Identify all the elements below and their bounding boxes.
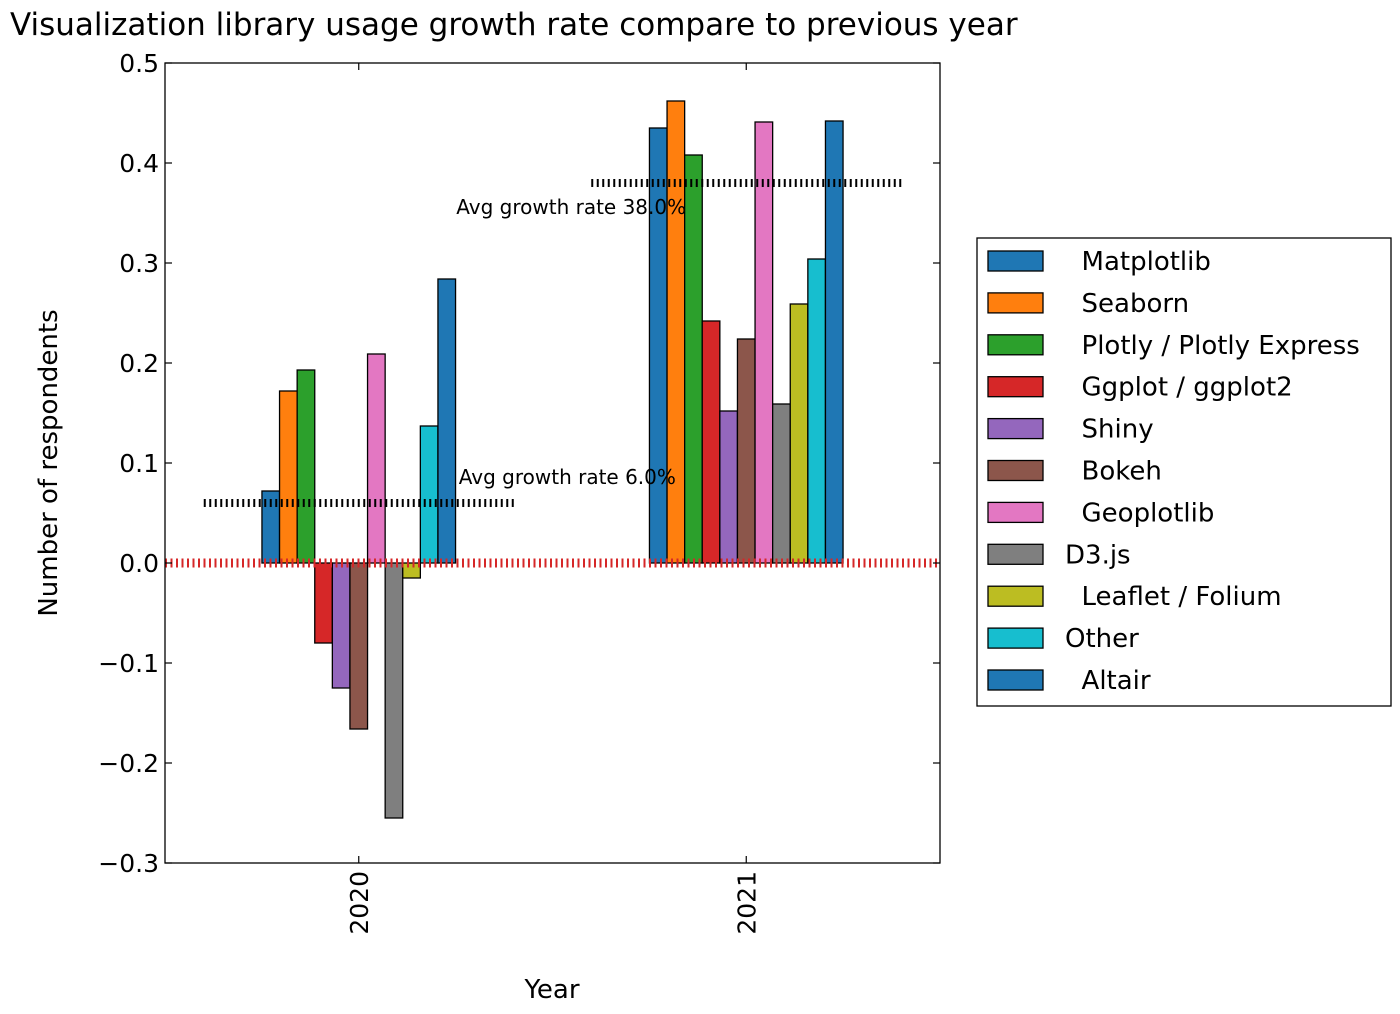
bar-altair-2021 — [824, 120, 844, 564]
bar-ggplot-ggplot2-2021 — [701, 320, 721, 564]
legend: Matplotlib Seaborn Plotly / Plotly Expre… — [976, 237, 1392, 707]
y-axis-label: Number of respondents — [34, 309, 64, 616]
legend-label-plotly-plotly-express: Plotly / Plotly Express — [1065, 331, 1360, 361]
x-axis-label: Year — [523, 975, 579, 1005]
bar-plotly-plotly-express-2021 — [684, 154, 703, 564]
y-tick-label: 0.4 — [119, 149, 159, 178]
bar-altair-2020 — [437, 278, 457, 564]
bar-d3-js-2021 — [772, 403, 791, 564]
bar-other-2021 — [807, 258, 827, 564]
legend-swatch-d3-js — [987, 543, 1044, 565]
chart-title: Visualization library usage growth rate … — [10, 7, 1018, 43]
bar-bokeh-2021 — [736, 338, 756, 564]
y-tick-label: −0.2 — [98, 749, 159, 778]
legend-label-leaflet-folium: Leaflet / Folium — [1065, 582, 1282, 612]
y-tick-label: 0.2 — [119, 349, 159, 378]
legend-label-matplotlib: Matplotlib — [1065, 247, 1211, 277]
bar-matplotlib-2021 — [648, 127, 668, 564]
bar-geoplotlib-2021 — [754, 121, 774, 564]
legend-swatch-ggplot-ggplot2 — [987, 376, 1044, 398]
legend-label-seaborn: Seaborn — [1065, 289, 1189, 319]
avg-label-2020: Avg growth rate 6.0% — [459, 465, 676, 489]
bar-seaborn-2021 — [666, 100, 686, 564]
bar-bokeh-2020 — [349, 562, 369, 730]
bar-d3-js-2020 — [384, 562, 404, 819]
legend-box — [976, 237, 1392, 707]
y-tick-label: −0.1 — [98, 649, 159, 678]
bar-shiny-2020 — [331, 562, 351, 689]
legend-swatch-altair — [987, 669, 1044, 691]
bar-geoplotlib-2020 — [366, 353, 386, 564]
legend-label-ggplot-ggplot2: Ggplot / ggplot2 — [1065, 373, 1293, 403]
legend-label-bokeh: Bokeh — [1065, 457, 1162, 487]
legend-swatch-seaborn — [987, 292, 1044, 314]
legend-label-other: Other — [1065, 624, 1139, 654]
legend-label-altair: Altair — [1065, 666, 1151, 696]
legend-swatch-other — [987, 627, 1044, 649]
legend-label-geoplotlib: Geoplotlib — [1065, 498, 1214, 528]
y-tick-label: 0.1 — [119, 449, 159, 478]
bar-other-2020 — [419, 425, 439, 564]
y-tick-label: 0.3 — [119, 249, 159, 278]
bar-leaflet-folium-2021 — [789, 303, 809, 564]
legend-swatch-geoplotlib — [987, 501, 1044, 524]
y-tick-label: −0.3 — [98, 849, 159, 878]
legend-swatch-plotly-plotly-express — [987, 334, 1044, 356]
legend-label-d3-js: D3.js — [1065, 540, 1131, 570]
legend-swatch-matplotlib — [987, 250, 1044, 272]
plot-area: Avg growth rate 6.0% Avg growth rate 38.0… — [98, 49, 941, 935]
y-tick-label: 0.5 — [119, 49, 159, 78]
legend-swatch-bokeh — [987, 459, 1044, 482]
bar-ggplot-ggplot2-2020 — [314, 562, 334, 644]
y-tick-label: 0.0 — [119, 549, 159, 578]
x-tick-label-2021: 2021 — [732, 871, 761, 935]
legend-swatch-leaflet-folium — [987, 585, 1044, 607]
bar-shiny-2021 — [719, 410, 739, 564]
x-tick-label-2020: 2020 — [345, 871, 374, 935]
legend-label-shiny: Shiny — [1065, 415, 1154, 445]
bar-seaborn-2020 — [278, 390, 298, 564]
legend-swatch-shiny — [987, 417, 1044, 440]
avg-label-2021: Avg growth rate 38.0% — [456, 195, 686, 219]
bar-plotly-plotly-express-2020 — [296, 369, 316, 564]
bar-leaflet-folium-2020 — [402, 562, 422, 579]
